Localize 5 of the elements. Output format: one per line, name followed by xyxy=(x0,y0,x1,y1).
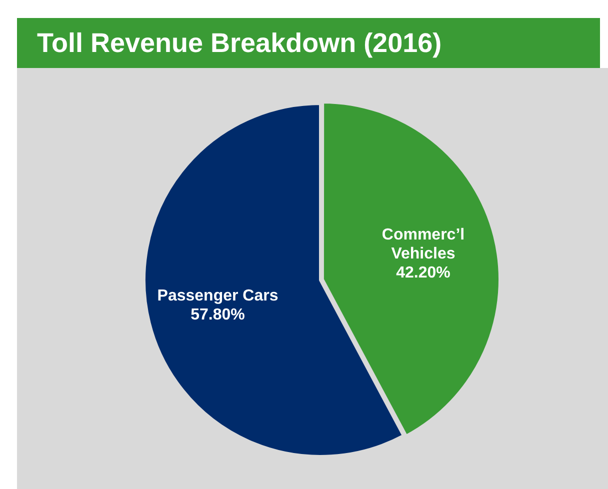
chart-title: Toll Revenue Breakdown (2016) xyxy=(17,18,600,68)
data-label: 42.20% xyxy=(396,264,450,282)
data-label: 57.80% xyxy=(190,306,245,324)
slice-label: Commerc’l Vehicles xyxy=(382,226,465,263)
slice-label: Passenger Cars xyxy=(157,288,278,305)
